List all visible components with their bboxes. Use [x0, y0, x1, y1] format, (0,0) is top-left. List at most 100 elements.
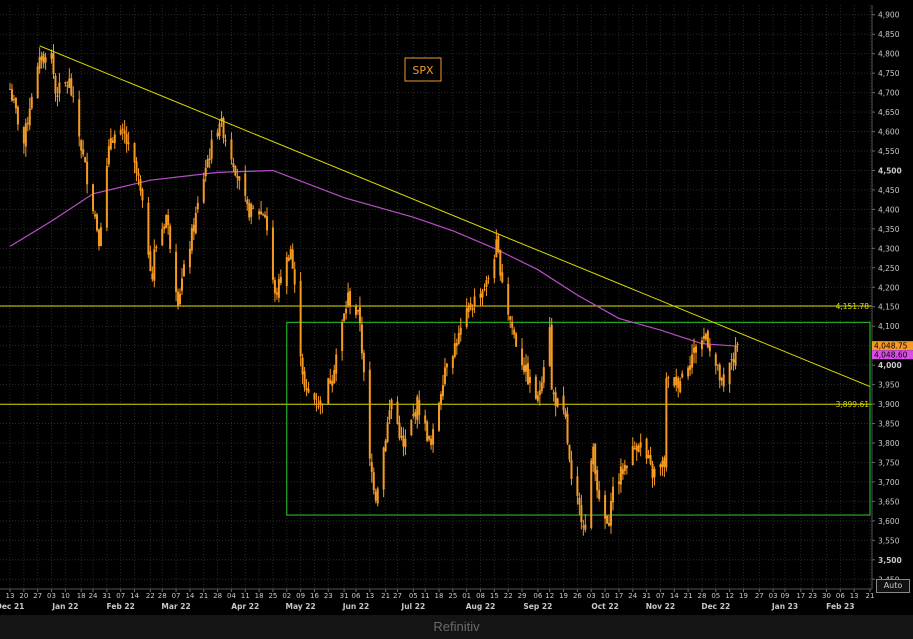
candle-body	[542, 367, 545, 383]
candle-body	[22, 126, 25, 144]
x-tick-label: 25	[448, 592, 457, 600]
candle-body	[679, 381, 682, 392]
candle-body	[107, 146, 110, 165]
candle-body	[95, 214, 98, 231]
candle-body	[526, 363, 529, 385]
candle-body	[291, 249, 294, 269]
candle-body	[266, 216, 269, 231]
candle-body	[14, 97, 17, 109]
candle-body	[362, 352, 365, 373]
x-tick-label: 06	[836, 592, 845, 600]
x-tick-label: 10	[601, 592, 610, 600]
candle-body	[528, 376, 531, 383]
candle-body	[675, 376, 678, 386]
candle-body	[507, 283, 510, 315]
y-tick-label: 3,500	[878, 556, 902, 565]
candle-body	[633, 447, 636, 449]
x-tick-label: 31	[340, 592, 349, 600]
candle-body	[576, 476, 579, 496]
candle-body	[232, 163, 235, 168]
candle-body	[608, 523, 611, 526]
candle-body	[370, 462, 373, 472]
candle-body	[147, 202, 150, 255]
x-tick-label: 21	[199, 592, 208, 600]
y-tick-label: 4,750	[878, 69, 900, 78]
x-tick-label: 13	[6, 592, 15, 600]
candle-body	[538, 390, 541, 396]
candle-body	[72, 95, 75, 97]
candle-body	[483, 289, 486, 291]
candle-body	[536, 395, 539, 401]
level-label: 3,899.61	[836, 400, 870, 409]
y-tick-label: 4,150	[878, 303, 900, 312]
price-chart[interactable]: 4,151.783,899.61 3,4503,5003,5503,6003,6…	[0, 0, 913, 615]
candle-body	[445, 363, 448, 368]
candle-body	[149, 251, 152, 272]
candle-body	[262, 214, 265, 216]
candle-body	[208, 158, 211, 161]
candle-body	[388, 410, 391, 420]
y-tick-label: 4,550	[878, 147, 900, 156]
x-month-label: Nov 22	[646, 602, 675, 611]
price-tags: 4,048.754,048.60	[872, 341, 913, 360]
candle-body	[704, 333, 707, 340]
x-tick-label: 07	[172, 592, 181, 600]
candle-body	[94, 214, 97, 217]
candle-body	[592, 446, 595, 465]
candle-body	[568, 444, 571, 460]
x-month-label: Oct 22	[591, 602, 618, 611]
candle-body	[105, 165, 108, 228]
candle-body	[56, 95, 59, 97]
x-tick-label: 12	[725, 592, 734, 600]
candle-body	[319, 400, 322, 406]
candle-body	[58, 82, 61, 94]
candle-body	[313, 393, 316, 400]
y-tick-label: 3,750	[878, 458, 900, 467]
candle-body	[230, 139, 233, 160]
candle-body	[244, 173, 247, 196]
candle-body	[734, 345, 737, 366]
moving-average-line	[9, 169, 738, 347]
candle-body	[329, 379, 332, 384]
y-tick-label: 4,800	[878, 50, 900, 59]
candle-body	[210, 139, 213, 159]
candle-body	[439, 394, 442, 404]
x-tick-label: 06	[352, 592, 361, 600]
candle-body	[321, 403, 324, 406]
y-tick-label: 4,100	[878, 322, 900, 331]
x-tick-label: 02	[282, 592, 291, 600]
price-tag-box	[872, 350, 913, 360]
candle-body	[426, 421, 429, 441]
auto-scale-button[interactable]: Auto	[876, 579, 910, 593]
candle-body	[562, 395, 565, 411]
candle-body	[36, 66, 39, 98]
candle-body	[236, 176, 239, 179]
candle-body	[661, 460, 664, 468]
candle-body	[86, 161, 89, 185]
candle-body	[716, 364, 719, 366]
y-tick-label: 4,500	[878, 166, 902, 175]
candle-body	[289, 249, 292, 260]
x-tick-label: 03	[47, 592, 56, 600]
candle-body	[109, 138, 112, 150]
candle-body	[92, 184, 95, 212]
candle-body	[708, 345, 711, 352]
candle-body	[465, 308, 468, 327]
candle-body	[161, 228, 164, 246]
candle-body	[550, 324, 553, 390]
x-month-label: Feb 23	[826, 602, 854, 611]
candle-body	[356, 309, 359, 312]
candle-body	[293, 269, 296, 285]
x-tick-label: 19	[739, 592, 748, 600]
candle-body	[499, 249, 502, 276]
candle-body	[111, 140, 114, 143]
candle-body	[305, 387, 308, 391]
candle-body	[299, 280, 302, 357]
candle-body	[384, 440, 387, 452]
x-tick-label: 06	[533, 592, 542, 600]
candle-body	[695, 346, 698, 353]
candle-body	[66, 85, 69, 87]
y-tick-label: 4,300	[878, 244, 900, 253]
y-tick-label: 4,900	[878, 11, 900, 20]
candle-body	[501, 272, 504, 283]
